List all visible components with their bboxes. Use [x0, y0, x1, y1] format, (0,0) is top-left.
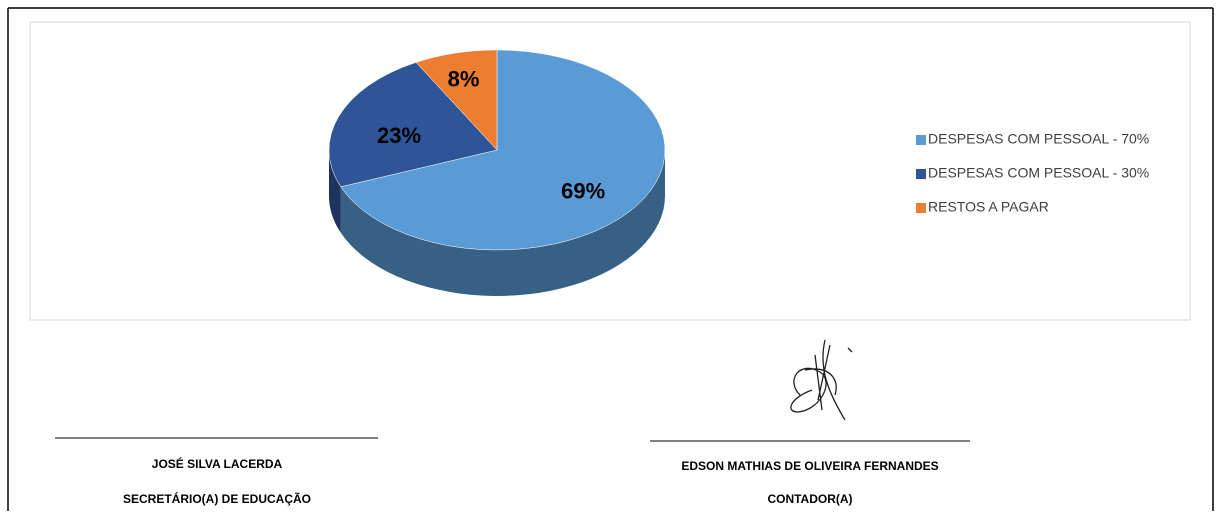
- data-label: 69%: [561, 179, 605, 204]
- legend-label: RESTOS A PAGAR: [928, 199, 1049, 215]
- signer-name: EDSON MATHIAS DE OLIVEIRA FERNANDES: [681, 459, 938, 473]
- data-label: 8%: [448, 66, 480, 91]
- pie-slice: [340, 49, 666, 251]
- legend-swatch: [916, 169, 926, 179]
- pie-slice: [328, 62, 498, 188]
- legend-swatch: [916, 135, 926, 145]
- legend: DESPESAS COM PESSOAL - 70% DESPESAS COM P…: [916, 131, 1149, 215]
- legend-label: DESPESAS COM PESSOAL - 70%: [928, 131, 1149, 147]
- pie-side: [329, 150, 341, 233]
- signer-role: CONTADOR(A): [767, 492, 852, 506]
- legend-swatch: [916, 203, 926, 213]
- legend-label: DESPESAS COM PESSOAL - 30%: [928, 165, 1149, 181]
- pie-slice: [415, 49, 498, 151]
- pie-side: [340, 150, 665, 296]
- data-label: 23%: [377, 123, 421, 148]
- signature-scribble: [790, 339, 853, 421]
- signer-name: JOSÉ SILVA LACERDA: [152, 456, 283, 471]
- pie: 69% 23% 8%: [328, 49, 666, 296]
- signer-role: SECRETÁRIO(A) DE EDUCAÇÃO: [123, 491, 311, 506]
